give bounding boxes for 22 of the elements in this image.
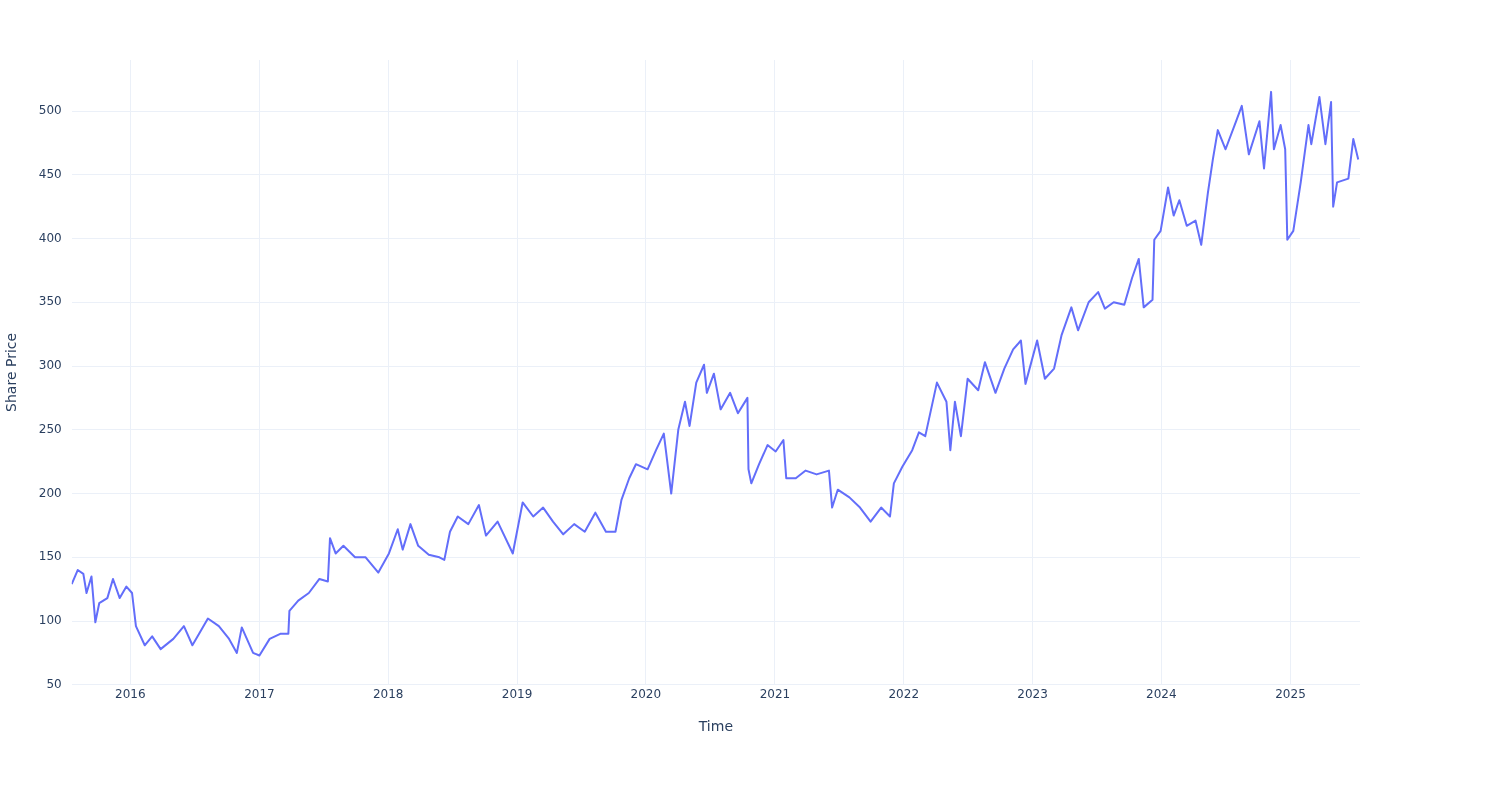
x-tick-label: 2021 — [759, 687, 791, 702]
x-tick-label: 2017 — [244, 687, 275, 702]
x-tick-label: 2018 — [372, 687, 404, 702]
x-axis-title: Time — [697, 718, 733, 735]
y-tick-label: 250 — [38, 421, 62, 436]
y-tick-label: 300 — [38, 358, 62, 373]
x-tick-label: 2019 — [501, 687, 533, 702]
x-tick-label: 2016 — [115, 687, 146, 702]
y-tick-label: 400 — [38, 230, 62, 245]
x-tick-label: 2023 — [1017, 687, 1048, 702]
y-tick-label: 100 — [38, 613, 62, 628]
y-tick-label: 50 — [46, 676, 62, 691]
x-tick-label: 2020 — [630, 687, 662, 702]
y-tick-label: 500 — [38, 103, 62, 118]
y-tick-label: 450 — [38, 166, 62, 181]
x-tick-label: 2024 — [1146, 687, 1177, 702]
y-tick-label: 150 — [38, 549, 62, 564]
y-tick-label: 200 — [38, 485, 62, 500]
y-tick-label: 350 — [38, 294, 62, 309]
y-axis-title: Share Price — [3, 332, 20, 412]
x-tick-label: 2025 — [1275, 687, 1306, 702]
x-tick-label: 2022 — [888, 687, 920, 702]
